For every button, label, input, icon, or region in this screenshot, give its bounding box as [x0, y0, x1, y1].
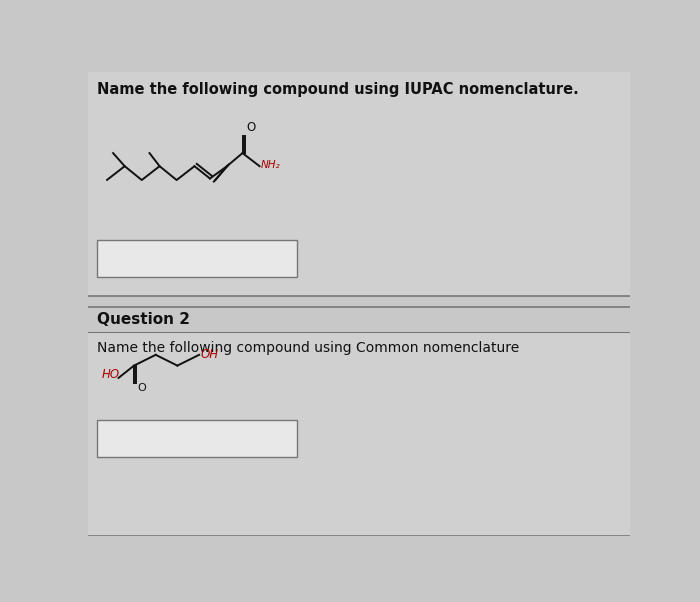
Text: NH₂: NH₂ — [261, 160, 281, 170]
Text: Question 2: Question 2 — [97, 312, 190, 327]
Bar — [88, 72, 630, 296]
Bar — [88, 332, 630, 536]
Text: OH: OH — [201, 349, 219, 361]
Text: HO: HO — [102, 368, 120, 381]
Text: O: O — [246, 121, 256, 134]
Text: Name the following compound using IUPAC nomenclature.: Name the following compound using IUPAC … — [97, 82, 578, 98]
Bar — [88, 307, 630, 332]
Bar — [97, 240, 297, 277]
Bar — [97, 420, 297, 458]
Text: Name the following compound using Common nomenclature: Name the following compound using Common… — [97, 341, 519, 355]
Text: O: O — [138, 383, 146, 393]
